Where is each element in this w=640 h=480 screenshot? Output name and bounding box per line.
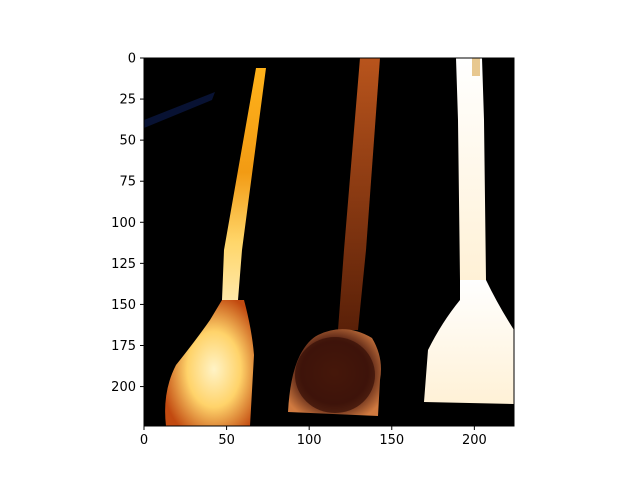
x-tick-label: 150 [379,433,404,448]
y-tick-label: 100 [111,216,136,231]
blue-streak [144,92,215,128]
spatula-middle-handle [338,58,380,330]
y-tick-label: 50 [119,134,136,149]
spatula-right-head [424,280,514,404]
x-tick-label: 50 [218,433,235,448]
x-tick-label: 0 [140,433,148,448]
y-tick-label: 0 [128,52,136,67]
y-tick-label: 75 [119,175,136,190]
spatula-middle-bowl-shadow [295,337,375,413]
x-axis: 0 50 100 150 200 [140,426,487,448]
y-axis: 0 25 50 75 100 125 150 175 200 [111,52,144,395]
y-tick-label: 150 [111,298,136,313]
spatula-left-handle [222,68,266,300]
axes-frame [143,57,515,427]
spatula-right-notch [472,58,480,76]
y-tick-label: 125 [111,257,136,272]
spatula-right-handle [456,58,486,280]
y-tick-label: 175 [111,339,136,354]
y-tick-label: 200 [111,380,136,395]
photo [144,58,514,426]
x-tick-label: 200 [462,433,487,448]
spatula-left-head [165,300,254,426]
x-tick-label: 100 [297,433,322,448]
y-tick-label: 25 [119,93,136,108]
